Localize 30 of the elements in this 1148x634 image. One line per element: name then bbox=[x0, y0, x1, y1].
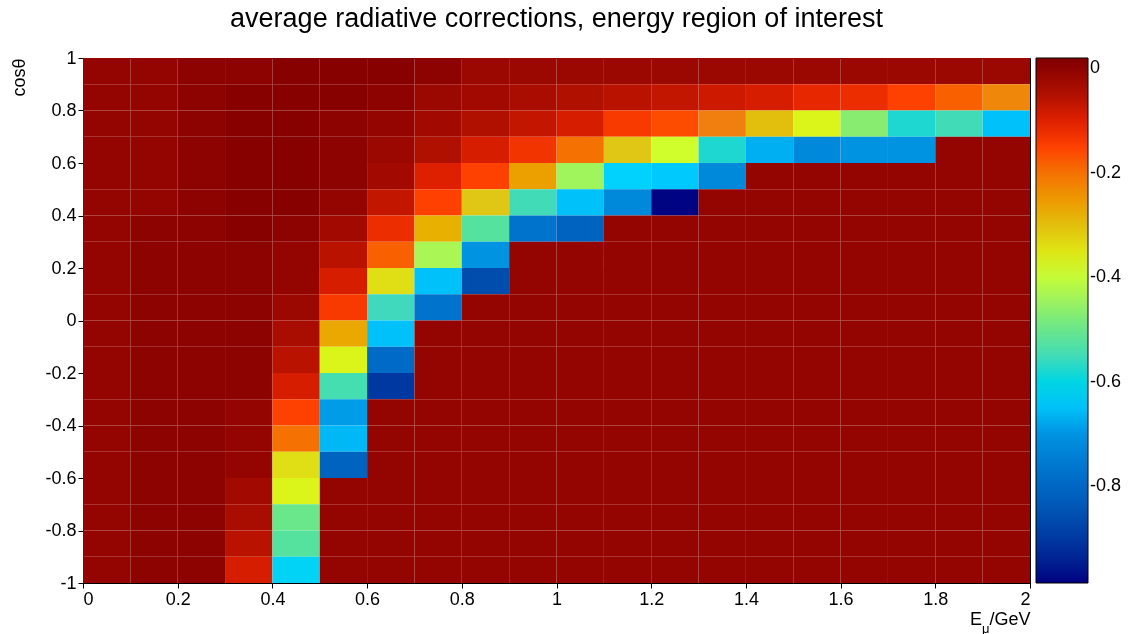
x-tick-label: 1 bbox=[551, 588, 563, 609]
y-tick-label: -0.4 bbox=[45, 415, 77, 435]
y-tick-label: -0.8 bbox=[45, 520, 77, 540]
y-tick-label: -0.6 bbox=[45, 467, 77, 488]
y-axis-title: cosθ bbox=[9, 58, 30, 97]
color-bar-label: -0.4 bbox=[1090, 266, 1122, 287]
x-tick-label: 0 bbox=[83, 588, 94, 609]
color-bar-label: -0.6 bbox=[1090, 370, 1122, 391]
x-tick-label: 1.8 bbox=[923, 588, 949, 609]
x-tick-label: 0.2 bbox=[165, 588, 191, 609]
x-tick-label: 0.6 bbox=[355, 588, 381, 609]
color-bar-label: 0 bbox=[1090, 57, 1101, 78]
color-bar-label: -0.2 bbox=[1090, 161, 1122, 182]
x-axis-title: E$_{μ}$/GeV bbox=[969, 608, 1031, 634]
chart-title: average radiative corrections, energy region of interest bbox=[230, 3, 884, 33]
y-tick-label: 0.8 bbox=[51, 100, 77, 120]
x-tick-label: 2 bbox=[1020, 588, 1031, 609]
color-bar-label: -0.8 bbox=[1090, 475, 1122, 496]
y-tick-label: 0.4 bbox=[51, 205, 77, 225]
y-tick-label: -1 bbox=[60, 572, 77, 593]
x-tick-label: 1.2 bbox=[639, 588, 665, 609]
x-tick-label: 0.8 bbox=[449, 588, 475, 609]
y-tick-label: 0.6 bbox=[51, 152, 77, 173]
y-tick-label: 0.2 bbox=[51, 257, 77, 278]
y-tick-label: -0.2 bbox=[45, 362, 77, 383]
x-tick-label: 1.6 bbox=[828, 588, 854, 609]
y-tick-label: 1 bbox=[66, 47, 77, 68]
x-tick-label: 0.4 bbox=[260, 588, 286, 609]
x-tick-label: 1.4 bbox=[733, 588, 759, 609]
y-tick-label: 0 bbox=[66, 310, 77, 330]
